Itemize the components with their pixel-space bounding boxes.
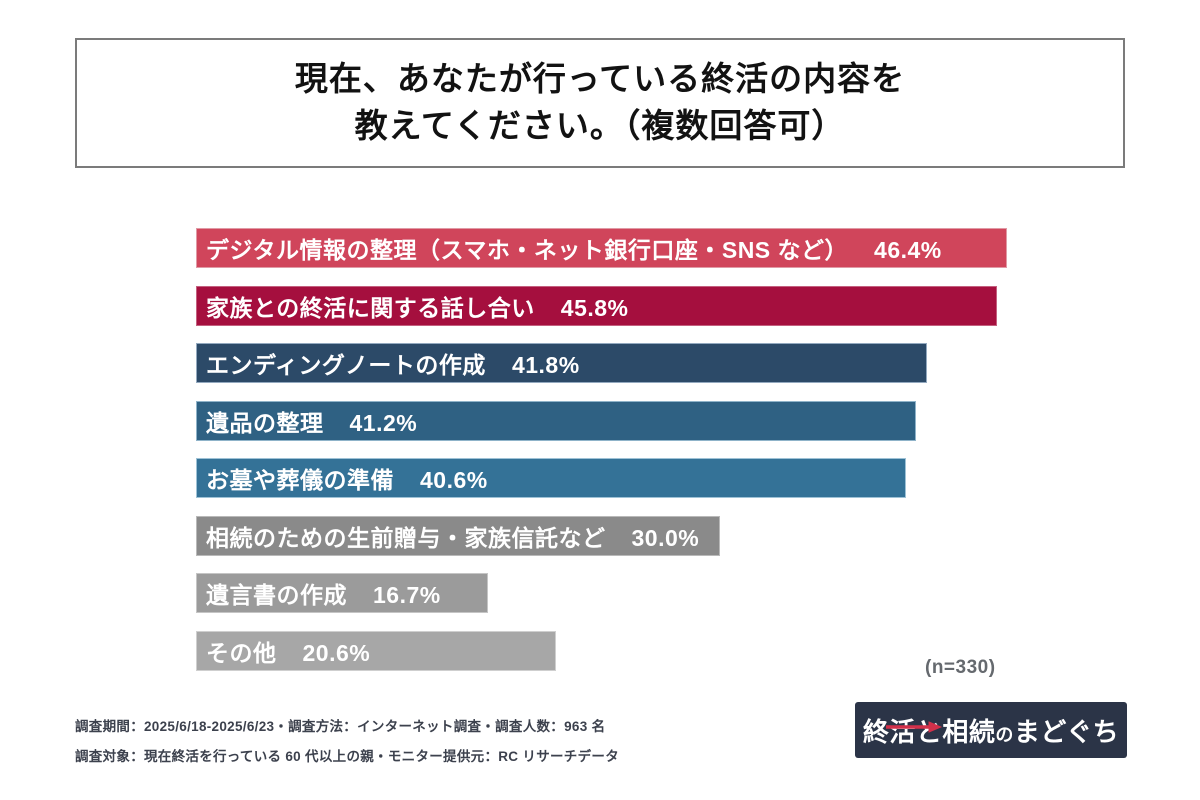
- bar-row: 遺品の整理 41.2%: [196, 400, 1076, 441]
- bar-row: デジタル情報の整理（スマホ・ネット銀行口座・SNS など） 46.4%: [196, 228, 1076, 268]
- bar-row: その他 20.6%: [196, 630, 1076, 671]
- bar: 遺言書の作成 16.7%: [196, 573, 488, 613]
- survey-note-line-1: 調査期間：2025/6/18-2025/6/23・調査方法：インターネット調査・…: [75, 719, 606, 734]
- bar-label: 遺言書の作成 16.7%: [206, 582, 441, 608]
- title-line-2: 教えてください。（複数回答可）: [354, 107, 846, 144]
- bar-label: 相続のための生前贈与・家族信託など 30.0%: [206, 524, 700, 551]
- brand-logo: 終活と相続のまどぐち: [855, 702, 1127, 758]
- bar-label: お墓や葬儀の準備 40.6%: [206, 467, 488, 493]
- survey-notes: 調査期間：2025/6/18-2025/6/23・調査方法：インターネット調査・…: [75, 712, 619, 772]
- bar: 家族との終活に関する話し合い 45.8%: [196, 285, 997, 326]
- bar-row: 遺言書の作成 16.7%: [196, 573, 1076, 613]
- logo-text-to: と: [915, 716, 943, 747]
- bar-row: お墓や葬儀の準備 40.6%: [196, 458, 1076, 498]
- bar-row: 家族との終活に関する話し合い 45.8%: [196, 285, 1076, 326]
- bar: 相続のための生前贈与・家族信託など 30.0%: [196, 515, 721, 556]
- title-line-1: 現在、あなたが行っている終活の内容を: [294, 60, 906, 98]
- brand-logo-text: 終活と相続のまどぐち: [863, 712, 1119, 749]
- bar-label: デジタル情報の整理（スマホ・ネット銀行口座・SNS など） 46.4%: [206, 237, 942, 263]
- logo-text-shukatsu: 終活: [862, 716, 916, 747]
- logo-text-no: の: [995, 724, 1014, 745]
- bar-label: 遺品の整理 41.2%: [206, 409, 418, 436]
- logo-text-souzoku: 相続: [942, 716, 996, 747]
- bar-row: エンディングノートの作成 41.8%: [196, 343, 1076, 383]
- bar: エンディングノートの作成 41.8%: [196, 343, 927, 383]
- bar: その他 20.6%: [196, 630, 557, 671]
- bar: 遺品の整理 41.2%: [196, 400, 917, 441]
- bar-chart: デジタル情報の整理（スマホ・ネット銀行口座・SNS など） 46.4% 家族との終…: [196, 228, 1076, 688]
- title-box: 現在、あなたが行っている終活の内容を 教えてください。（複数回答可）: [75, 38, 1125, 168]
- bar-label: エンディングノートの作成 41.8%: [206, 352, 580, 378]
- logo-text-madoguchi: まどぐち: [1013, 716, 1120, 747]
- bar-label: その他 20.6%: [206, 639, 371, 666]
- bar-row: 相続のための生前贈与・家族信託など 30.0%: [196, 515, 1076, 556]
- survey-note-line-2: 調査対象：現在終活を行っている 60 代以上の親・モニター提供元：RC リサーチ…: [75, 749, 619, 764]
- bar: お墓や葬儀の準備 40.6%: [196, 458, 906, 498]
- logo-text-to-wrap: と: [885, 712, 943, 749]
- bar-label: 家族との終活に関する話し合い 45.8%: [206, 294, 629, 321]
- sample-size-label: (n=330): [925, 657, 996, 678]
- bar: デジタル情報の整理（スマホ・ネット銀行口座・SNS など） 46.4%: [196, 228, 1008, 268]
